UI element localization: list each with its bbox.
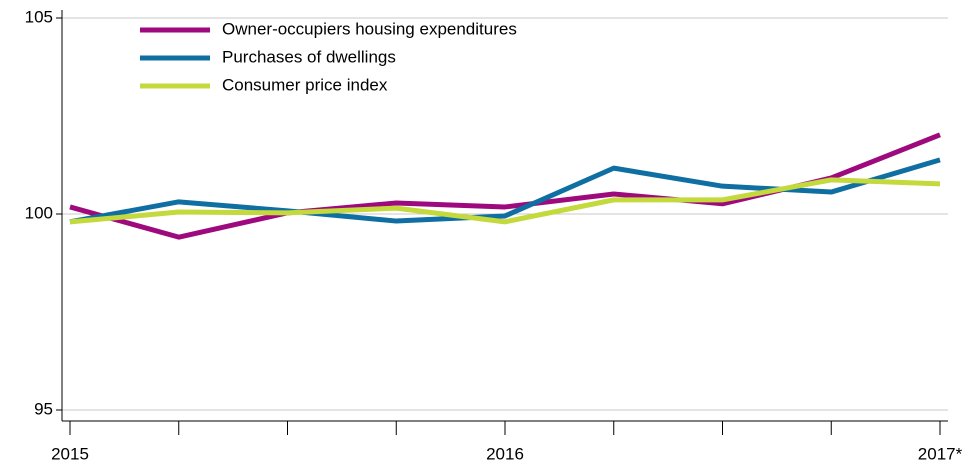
x-tick-label: 2016 bbox=[486, 444, 524, 463]
legend-label: Purchases of dwellings bbox=[222, 47, 396, 66]
legend-label: Consumer price index bbox=[222, 75, 388, 94]
y-tick-label: 100 bbox=[25, 203, 53, 222]
y-tick-label: 95 bbox=[34, 399, 53, 418]
series-line bbox=[69, 157, 941, 225]
x-tick-label: 2017* bbox=[918, 444, 963, 463]
x-tick-label: 2015 bbox=[51, 444, 89, 463]
series-line bbox=[69, 177, 941, 225]
legend-label: Owner-occupiers housing expenditures bbox=[222, 19, 517, 38]
y-tick-label: 105 bbox=[25, 7, 53, 26]
